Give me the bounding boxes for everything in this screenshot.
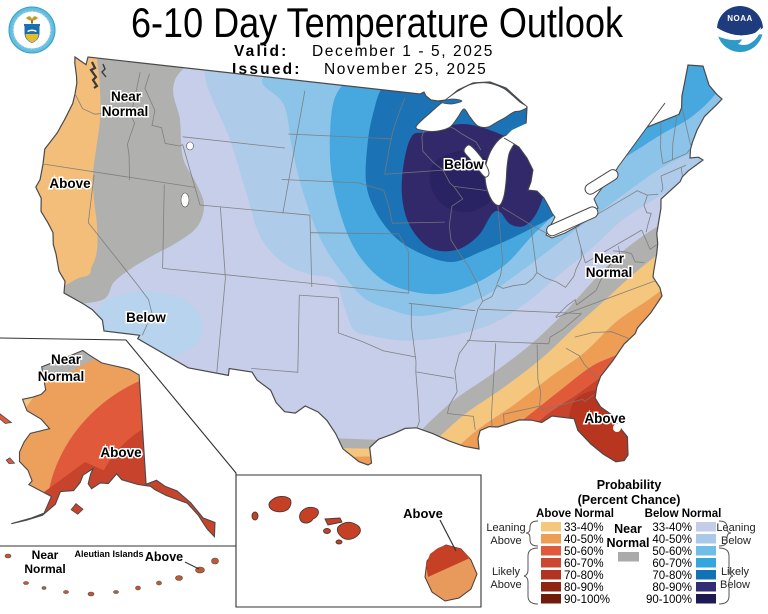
svg-text:December 1 - 5, 2025: December 1 - 5, 2025	[312, 43, 494, 60]
svg-text:70-80%: 70-80%	[652, 570, 692, 582]
svg-text:33-40%: 33-40%	[564, 522, 604, 534]
svg-text:Normal: Normal	[102, 104, 149, 119]
svg-text:Above: Above	[584, 411, 626, 426]
svg-text:Below Normal: Below Normal	[645, 508, 722, 520]
svg-text:Above: Above	[490, 535, 521, 547]
svg-text:Near: Near	[32, 548, 59, 562]
svg-text:80-90%: 80-90%	[652, 582, 692, 594]
svg-text:40-50%: 40-50%	[652, 534, 692, 546]
svg-text:Likely: Likely	[492, 566, 521, 578]
svg-text:Normal: Normal	[24, 562, 65, 576]
svg-text:Normal: Normal	[606, 536, 649, 550]
svg-text:Above: Above	[490, 579, 521, 591]
svg-text:Leaning: Leaning	[486, 522, 525, 534]
svg-text:November 25, 2025: November 25, 2025	[324, 61, 487, 78]
svg-text:Above: Above	[100, 445, 142, 460]
svg-text:Above: Above	[403, 506, 443, 521]
svg-text:40-50%: 40-50%	[564, 534, 604, 546]
svg-text:50-60%: 50-60%	[652, 546, 692, 558]
svg-text:NOAA: NOAA	[727, 14, 753, 23]
svg-text:Issued:: Issued:	[232, 61, 302, 78]
svg-text:Near: Near	[111, 89, 142, 104]
svg-text:Above: Above	[49, 176, 91, 191]
svg-text:90-100%: 90-100%	[646, 594, 692, 606]
svg-text:Near: Near	[614, 522, 642, 536]
svg-text:(Percent Chance): (Percent Chance)	[578, 493, 681, 507]
svg-text:Probability: Probability	[597, 478, 662, 492]
svg-text:Below: Below	[444, 157, 484, 172]
svg-text:60-70%: 60-70%	[564, 558, 604, 570]
svg-text:Valid:: Valid:	[234, 43, 289, 60]
svg-text:80-90%: 80-90%	[564, 582, 604, 594]
svg-text:6-10 Day Temperature Outlook: 6-10 Day Temperature Outlook	[131, 0, 624, 46]
svg-text:Above: Above	[145, 550, 183, 564]
svg-text:Near: Near	[51, 352, 82, 367]
svg-text:90-100%: 90-100%	[564, 594, 610, 606]
svg-text:Normal: Normal	[38, 369, 85, 384]
svg-text:60-70%: 60-70%	[652, 558, 692, 570]
svg-text:70-80%: 70-80%	[564, 570, 604, 582]
svg-text:33-40%: 33-40%	[652, 522, 692, 534]
svg-text:Likely: Likely	[721, 566, 750, 578]
svg-text:Below: Below	[721, 535, 751, 547]
svg-text:Leaning: Leaning	[716, 522, 755, 534]
svg-text:Below: Below	[720, 579, 750, 591]
svg-text:Normal: Normal	[586, 265, 633, 280]
svg-text:Above Normal: Above Normal	[536, 508, 614, 520]
svg-text:Below: Below	[126, 310, 166, 325]
svg-text:Near: Near	[594, 251, 625, 266]
svg-text:Aleutian Islands: Aleutian Islands	[74, 549, 143, 559]
svg-text:50-60%: 50-60%	[564, 546, 604, 558]
